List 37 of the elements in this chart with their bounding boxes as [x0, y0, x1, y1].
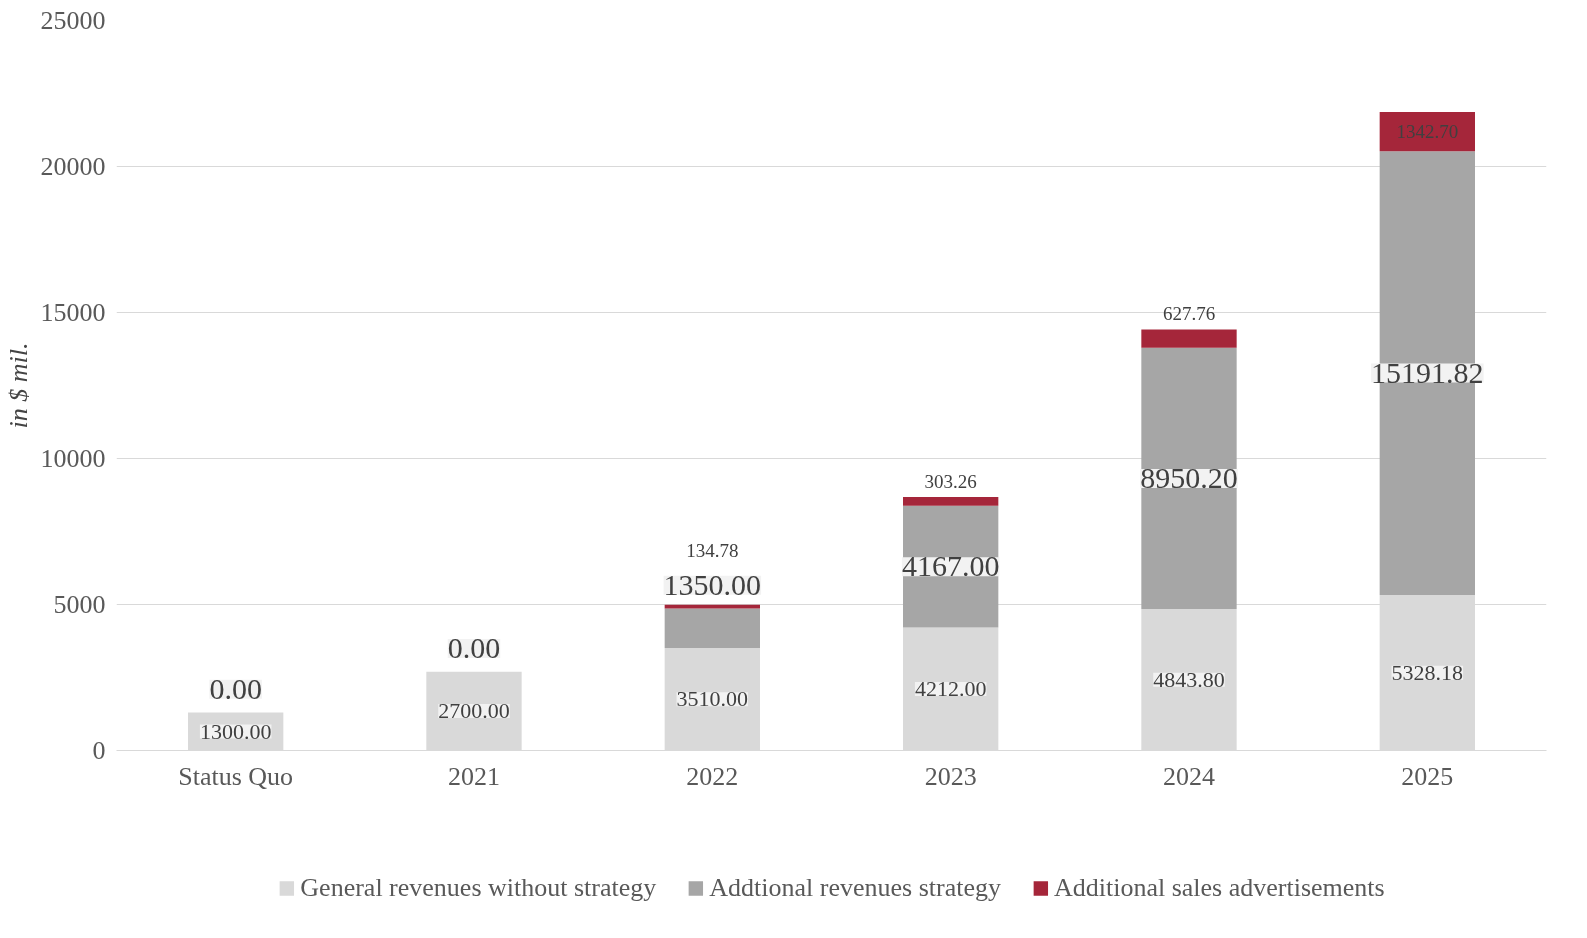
- data-label: 2700.00: [438, 698, 510, 724]
- y-tick-label: 5000: [53, 590, 106, 619]
- y-tick-label: 10000: [40, 444, 106, 473]
- data-label: 0.00: [209, 671, 262, 705]
- bar: [1141, 347, 1237, 610]
- data-label: 134.78: [686, 539, 739, 561]
- data-label: 0.00: [447, 630, 501, 664]
- data-label: 303.26: [924, 470, 977, 492]
- data-label: 1300.00: [199, 718, 272, 744]
- legend-label: General revenues without strategy: [300, 873, 657, 904]
- x-tick-label: 2024: [1163, 761, 1215, 791]
- data-label: 5328.18: [1391, 659, 1464, 685]
- x-tick-label: Status Quo: [178, 761, 294, 791]
- bar: [664, 604, 760, 609]
- data-label: 3510.00: [676, 686, 749, 712]
- data-label: 1350.00: [663, 567, 762, 601]
- data-label: 4212.00: [914, 676, 987, 701]
- x-tick-label: 2025: [1401, 761, 1454, 791]
- data-label: 8950.20: [1140, 460, 1238, 494]
- y-tick-label: 0: [92, 736, 106, 765]
- data-label: 1342.70: [1396, 121, 1459, 143]
- legend-label: Addtional revenues strategy: [709, 873, 1001, 904]
- x-tick-label: 2022: [686, 761, 739, 791]
- data-label: 15191.82: [1371, 355, 1484, 389]
- y-axis-title: in $ mil.: [3, 342, 33, 429]
- x-tick-label: 2023: [924, 761, 977, 791]
- bar: [664, 608, 760, 649]
- legend-label: Additional sales advertisements: [1053, 873, 1385, 904]
- data-label: 4843.80: [1153, 666, 1225, 692]
- bar: [903, 496, 999, 506]
- y-tick-label: 20000: [40, 152, 106, 181]
- y-tick-label: 25000: [40, 6, 106, 35]
- data-label: 627.76: [1162, 303, 1216, 325]
- data-label: 4167.00: [901, 549, 1000, 583]
- x-tick-label: 2021: [448, 761, 500, 791]
- bar: [1141, 329, 1237, 348]
- y-tick-label: 15000: [40, 298, 106, 327]
